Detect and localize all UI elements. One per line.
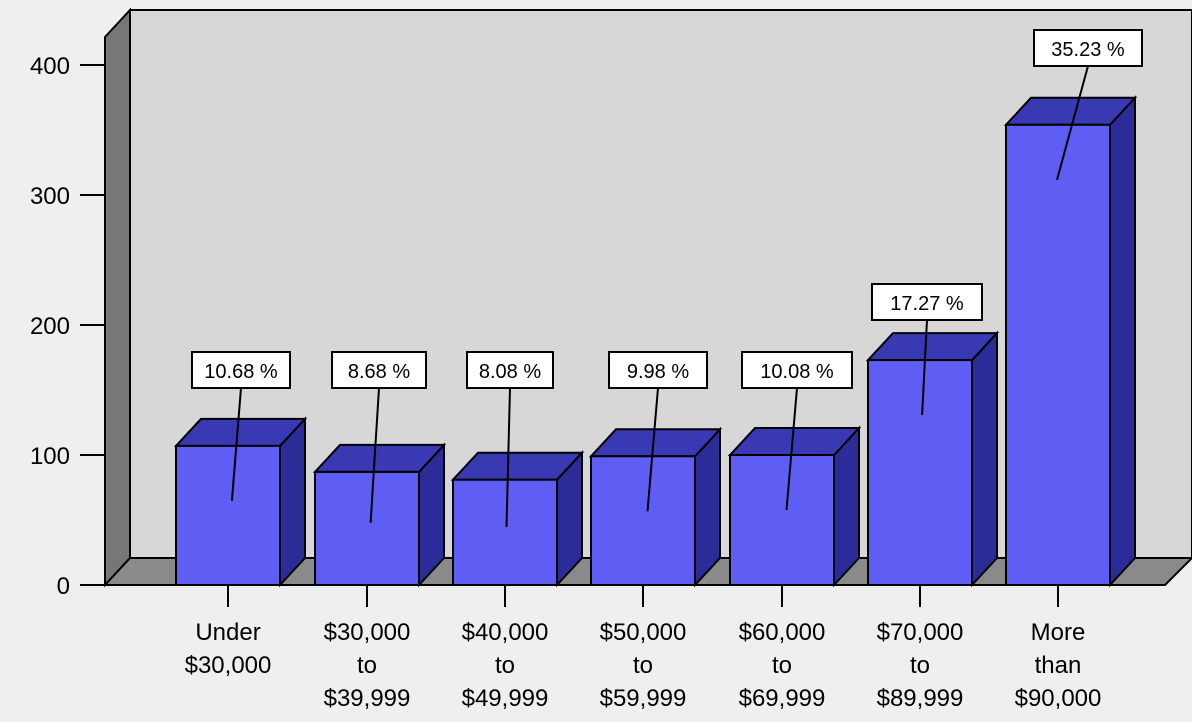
y-tick-label: 300 [30, 183, 70, 210]
y-tick-label: 0 [57, 573, 70, 600]
data-label-box [608, 351, 708, 389]
data-label-box [466, 351, 554, 389]
data-labels: 10.68 % 8.68 % 8.08 % 9.98 % 10.08 % 17.27 % 3… [191, 29, 1143, 528]
bars [173, 95, 1138, 588]
bar [312, 442, 447, 588]
bar-front [590, 455, 696, 586]
data-label-box [871, 283, 983, 321]
data-label-text: 9.98 % [627, 361, 689, 383]
bar [727, 425, 862, 588]
category-label-line: to [633, 652, 653, 679]
bar-side [971, 330, 998, 588]
category-label-line: than [1035, 652, 1082, 679]
x-axis-labels: Under $30,000 $30,000 to $39,999 $40,000 to $49… [185, 619, 1102, 712]
category-label: $70,000 to $89,999 [877, 619, 964, 712]
data-label-leader [230, 387, 242, 501]
data-label-box [191, 351, 291, 389]
data-label: 35.23 % [1033, 29, 1143, 181]
category-label-line: $30,000 [185, 652, 272, 679]
bar [173, 416, 308, 588]
y-tick-label: 200 [30, 313, 70, 340]
data-label-leader [921, 319, 928, 416]
data-label-text: 10.08 % [760, 361, 834, 383]
category-label: Under $30,000 [185, 619, 272, 679]
data-label-text: 17.27 % [890, 293, 964, 315]
bar-side [279, 416, 306, 588]
category-label: $50,000 to $59,999 [600, 619, 687, 712]
bar-front [867, 359, 973, 586]
category-label-line: to [357, 652, 377, 679]
data-label-text: 8.68 % [348, 361, 410, 383]
category-label-line: More [1031, 619, 1086, 646]
data-label-box [741, 351, 853, 389]
data-label: 8.08 % [466, 351, 554, 528]
category-label: More than $90,000 [1015, 619, 1102, 712]
y-tick-label: 100 [30, 443, 70, 470]
data-label: 9.98 % [608, 351, 708, 512]
bar [1003, 95, 1138, 588]
bar-front [175, 444, 281, 586]
data-label: 10.68 % [191, 351, 291, 501]
bar-front [314, 470, 420, 586]
data-label: 10.08 % [741, 351, 853, 511]
category-label-line: Under [195, 619, 260, 646]
category-label: $60,000 to $69,999 [739, 619, 826, 712]
category-label-line: $90,000 [1015, 685, 1102, 712]
y-tick-label: 400 [30, 53, 70, 80]
category-label: $40,000 to $49,999 [462, 619, 549, 712]
category-label-line: $69,999 [739, 685, 826, 712]
category-label-line: $39,999 [324, 685, 411, 712]
data-label-leader [785, 387, 798, 511]
bar [865, 330, 1000, 588]
data-label: 8.68 % [331, 351, 427, 523]
plot-left-wall [104, 7, 131, 588]
category-label-line: $40,000 [462, 619, 549, 646]
bar-side [1109, 95, 1136, 588]
data-label: 17.27 % [871, 283, 983, 416]
category-label-line: $59,999 [600, 685, 687, 712]
data-label-box [331, 351, 427, 389]
category-label-line: to [910, 652, 930, 679]
data-label-leader [505, 387, 511, 528]
bar [450, 450, 585, 588]
category-label-line: to [495, 652, 515, 679]
data-label-leader [1056, 65, 1089, 181]
data-label-leader [646, 387, 659, 512]
bar-front [452, 478, 558, 587]
category-label-line: $50,000 [600, 619, 687, 646]
data-label-text: 10.68 % [204, 361, 278, 383]
category-label-line: $30,000 [324, 619, 411, 646]
category-label-line: to [772, 652, 792, 679]
data-label-box [1033, 29, 1143, 67]
bar [588, 426, 723, 588]
category-label-line: $70,000 [877, 619, 964, 646]
category-label: $30,000 to $39,999 [324, 619, 411, 712]
category-label-line: $49,999 [462, 685, 549, 712]
category-label-line: $60,000 [739, 619, 826, 646]
data-label-text: 8.08 % [479, 361, 541, 383]
data-label-leader [369, 387, 380, 523]
bar-front [729, 454, 835, 586]
bar-front [1005, 123, 1111, 587]
data-label-text: 35.23 % [1051, 39, 1125, 61]
category-label-line: $89,999 [877, 685, 964, 712]
